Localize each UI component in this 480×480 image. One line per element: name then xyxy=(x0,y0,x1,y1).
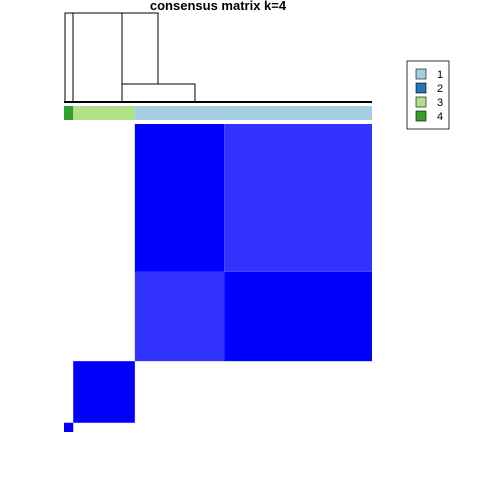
legend-swatch-1 xyxy=(415,68,427,80)
dendrogram xyxy=(64,12,372,103)
legend-swatch-2 xyxy=(415,82,427,94)
heatmap-block-group1b-diag xyxy=(224,124,372,272)
legend-swatch-4 xyxy=(415,110,427,122)
annotation-segment-group-1 xyxy=(134,106,372,120)
legend-label-2: 2 xyxy=(437,83,443,95)
heatmap-block-group1b-1a xyxy=(134,124,225,272)
legend-label-3: 3 xyxy=(437,97,443,109)
legend-box xyxy=(406,60,450,130)
heatmap-block-group4 xyxy=(64,422,74,432)
heatmap-block-group1a-diag xyxy=(134,271,225,362)
heatmap-matrix xyxy=(64,124,372,432)
legend-label-1: 1 xyxy=(437,69,443,81)
annotation-segment-group-4 xyxy=(64,106,74,120)
dendrogram-group1-branch xyxy=(121,12,159,102)
heatmap-block-group1a-1b xyxy=(224,271,372,362)
dendrogram-left-branch xyxy=(64,12,74,102)
heatmap-block-group3 xyxy=(73,361,135,423)
dendrogram-group3-branch xyxy=(72,12,123,102)
dendrogram-group1-sub-branch xyxy=(121,83,196,102)
legend: 1 2 3 4 xyxy=(406,60,450,130)
class-annotation-bar xyxy=(64,106,372,120)
legend-swatch-3 xyxy=(415,96,427,108)
chart-title: consensus matrix k=4 xyxy=(150,0,287,13)
annotation-segment-group-3 xyxy=(73,106,135,120)
legend-label-4: 4 xyxy=(437,111,443,123)
